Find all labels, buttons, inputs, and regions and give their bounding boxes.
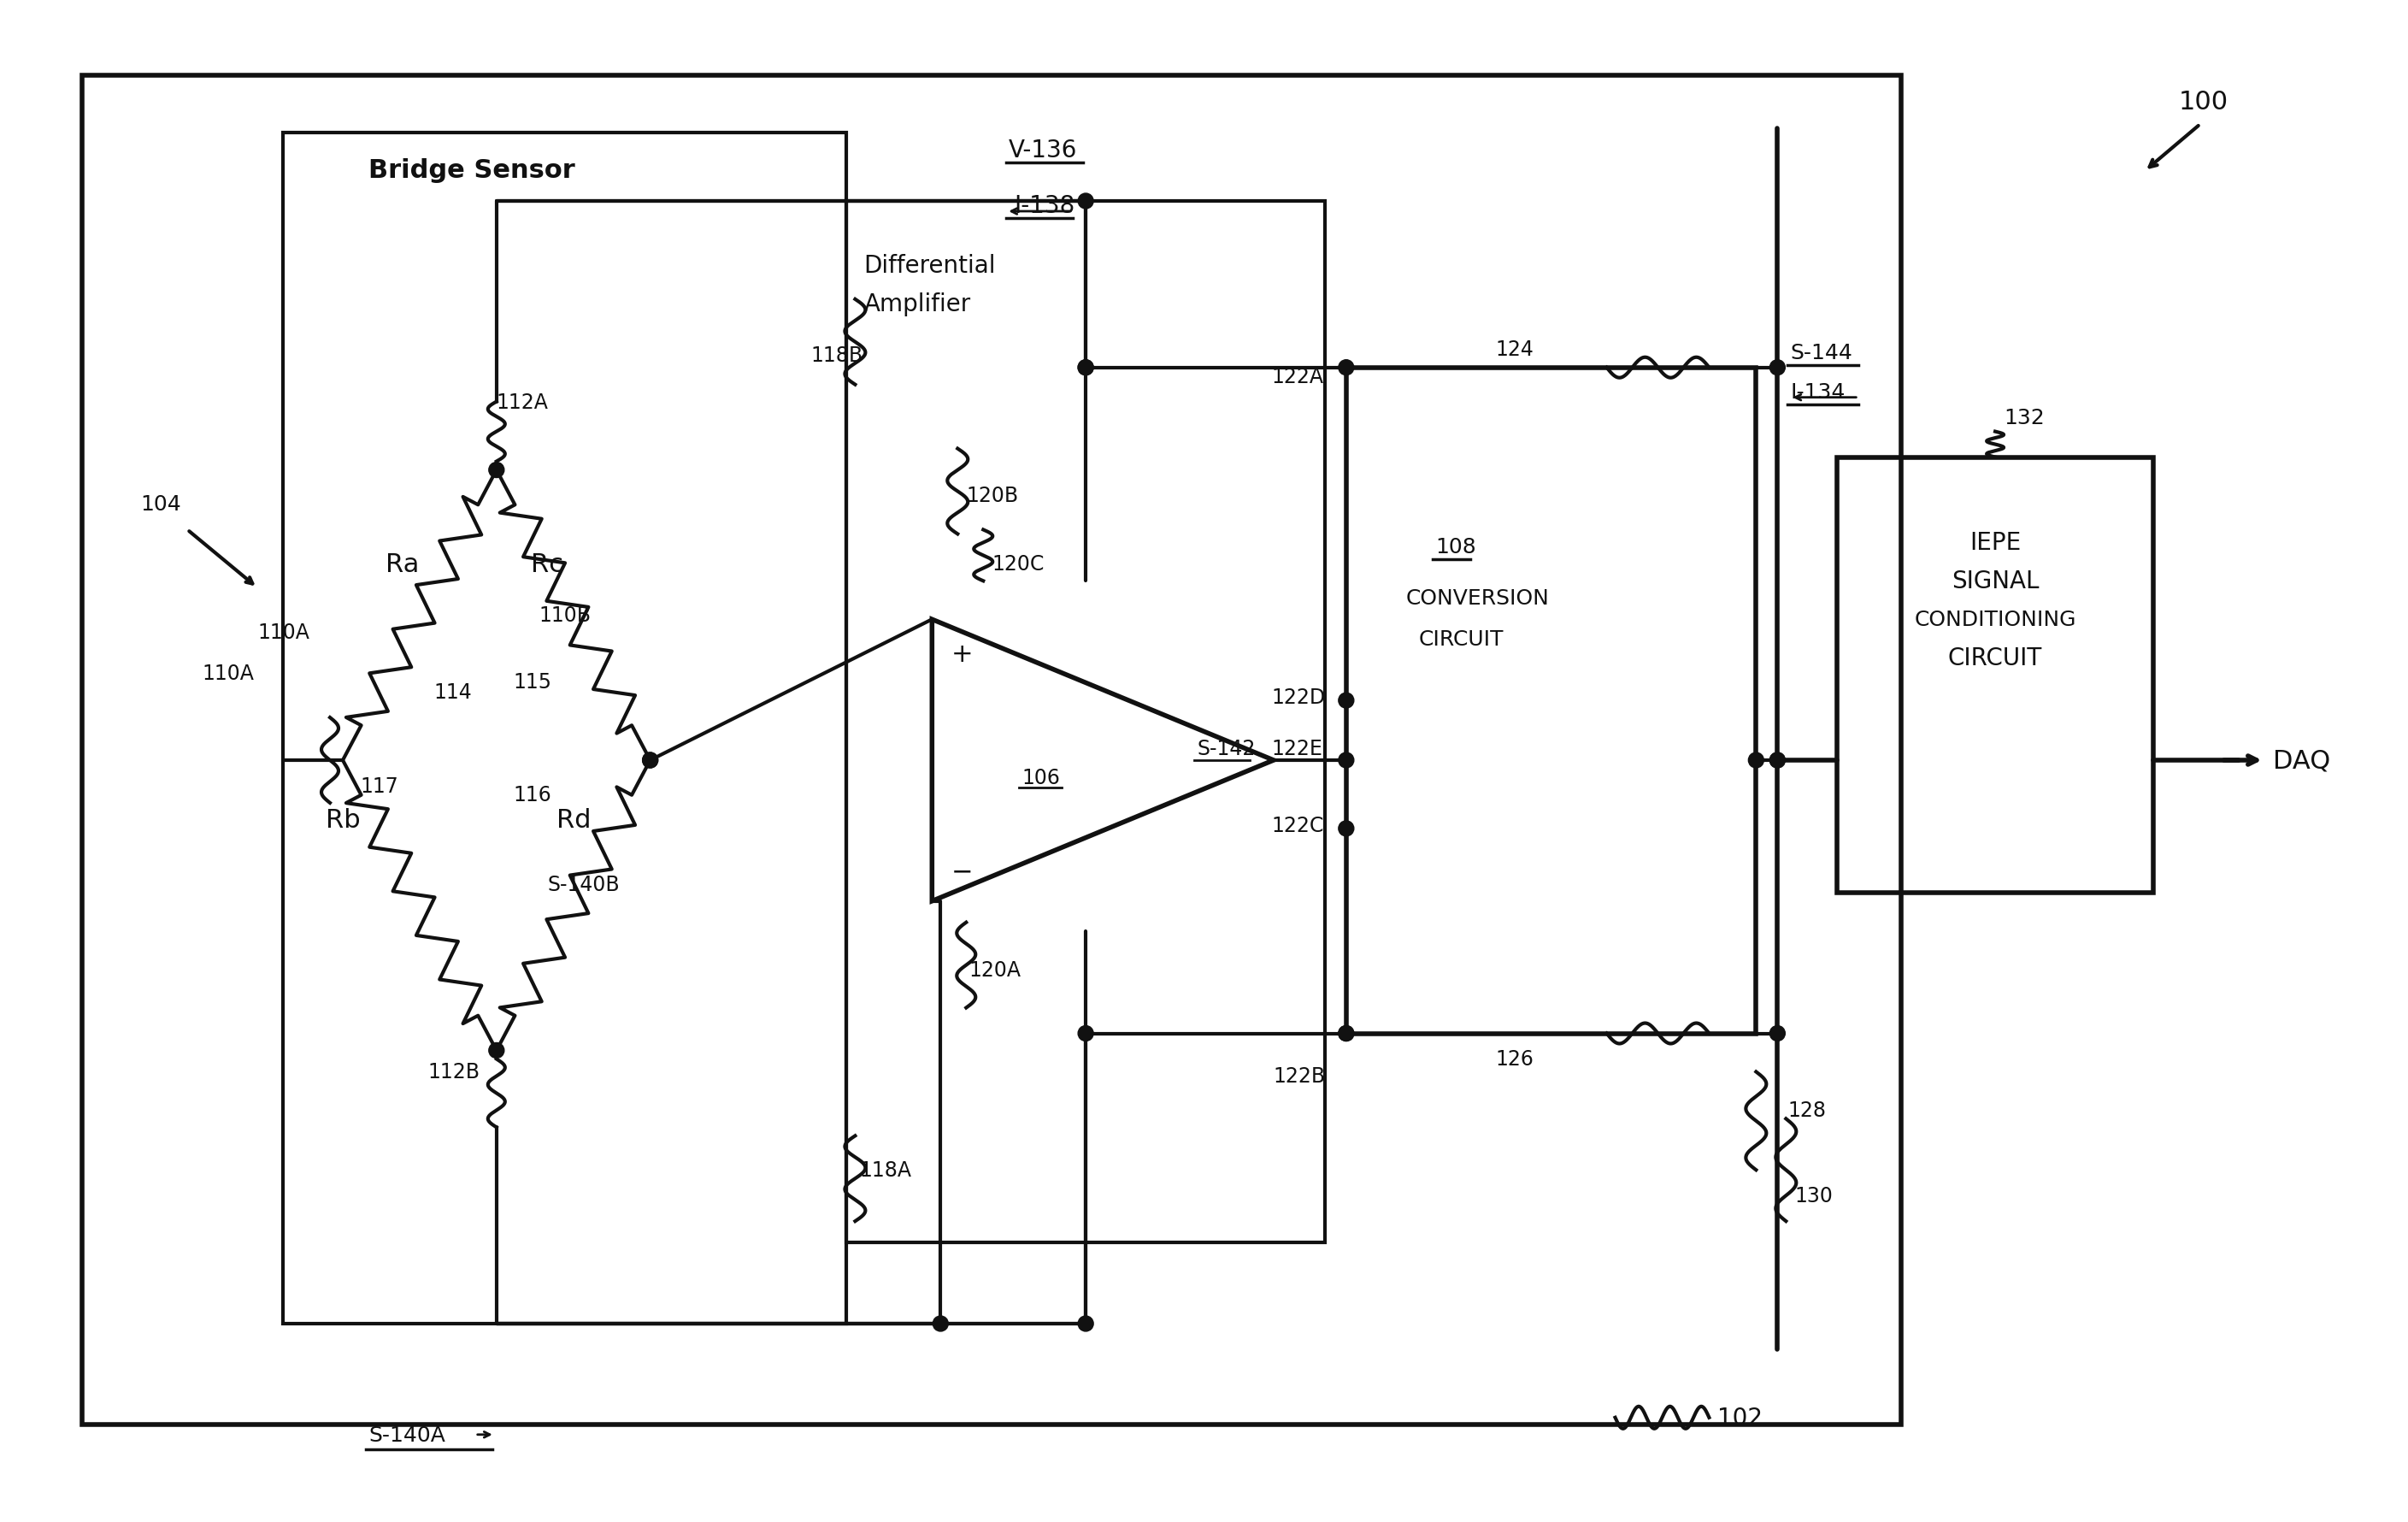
Text: SIGNAL: SIGNAL bbox=[1950, 569, 2040, 594]
Text: I-138: I-138 bbox=[1014, 193, 1074, 218]
Bar bbox=[1346, 368, 1755, 1033]
Circle shape bbox=[1339, 753, 1353, 769]
Text: 118A: 118A bbox=[860, 1160, 913, 1181]
Circle shape bbox=[1770, 753, 1784, 769]
Text: 122E: 122E bbox=[1271, 738, 1322, 759]
Text: V-136: V-136 bbox=[1009, 139, 1076, 163]
Circle shape bbox=[1339, 361, 1353, 376]
Text: Rc: Rc bbox=[530, 552, 563, 577]
Circle shape bbox=[1339, 693, 1353, 709]
Text: Rd: Rd bbox=[556, 808, 590, 833]
Circle shape bbox=[1339, 1026, 1353, 1041]
Text: I-134: I-134 bbox=[1789, 382, 1845, 402]
Text: 104: 104 bbox=[140, 495, 181, 514]
Circle shape bbox=[1079, 361, 1093, 376]
Circle shape bbox=[1079, 193, 1093, 210]
Bar bbox=[848, 202, 1324, 1242]
Text: 102: 102 bbox=[1717, 1406, 1763, 1429]
Text: 122A: 122A bbox=[1271, 367, 1324, 387]
Circle shape bbox=[643, 753, 657, 769]
Text: 122C: 122C bbox=[1271, 816, 1324, 836]
Text: 117: 117 bbox=[359, 776, 397, 796]
Circle shape bbox=[1770, 1026, 1784, 1041]
Text: DAQ: DAQ bbox=[2273, 749, 2331, 773]
Text: CIRCUIT: CIRCUIT bbox=[1418, 629, 1505, 650]
Text: 106: 106 bbox=[1021, 767, 1060, 788]
Text: 122B: 122B bbox=[1274, 1065, 1327, 1087]
Text: 116: 116 bbox=[513, 784, 551, 805]
Circle shape bbox=[1748, 753, 1763, 769]
Text: 132: 132 bbox=[2003, 408, 2044, 428]
Circle shape bbox=[1770, 361, 1784, 376]
Circle shape bbox=[1770, 753, 1784, 769]
Text: −: − bbox=[951, 858, 973, 884]
Text: 120A: 120A bbox=[968, 959, 1021, 980]
Bar bbox=[1837, 458, 2153, 893]
Text: IEPE: IEPE bbox=[1970, 531, 2020, 556]
Text: +: + bbox=[951, 642, 973, 667]
Text: 118B: 118B bbox=[811, 345, 862, 365]
Text: 112A: 112A bbox=[496, 393, 549, 412]
Circle shape bbox=[1079, 361, 1093, 376]
Text: 124: 124 bbox=[1495, 339, 1534, 359]
Text: Differential: Differential bbox=[864, 254, 997, 277]
Text: Bridge Sensor: Bridge Sensor bbox=[368, 158, 576, 183]
Circle shape bbox=[1339, 1026, 1353, 1041]
Text: 108: 108 bbox=[1435, 537, 1476, 557]
Circle shape bbox=[1079, 1317, 1093, 1332]
Text: 122D: 122D bbox=[1271, 686, 1327, 708]
Text: 115: 115 bbox=[513, 671, 551, 693]
Text: S-142: S-142 bbox=[1197, 738, 1255, 759]
Circle shape bbox=[932, 1317, 949, 1332]
Bar bbox=[284, 134, 848, 1324]
Text: 110A: 110A bbox=[258, 622, 308, 642]
Text: 126: 126 bbox=[1495, 1049, 1534, 1070]
Bar bbox=[82, 76, 1902, 1425]
Text: 120C: 120C bbox=[992, 554, 1045, 575]
Text: 128: 128 bbox=[1787, 1100, 1825, 1120]
Text: S-140A: S-140A bbox=[368, 1425, 445, 1444]
Text: CONVERSION: CONVERSION bbox=[1406, 587, 1548, 609]
Text: 114: 114 bbox=[433, 682, 472, 703]
Text: 110B: 110B bbox=[539, 606, 592, 626]
Text: Amplifier: Amplifier bbox=[864, 292, 970, 317]
Text: CONDITIONING: CONDITIONING bbox=[1914, 609, 2076, 630]
Text: S-140B: S-140B bbox=[547, 874, 621, 895]
Circle shape bbox=[1339, 822, 1353, 837]
Circle shape bbox=[489, 463, 503, 478]
Text: 110A: 110A bbox=[202, 664, 253, 683]
Text: 120B: 120B bbox=[966, 486, 1019, 507]
Text: 130: 130 bbox=[1794, 1186, 1832, 1205]
Text: 112B: 112B bbox=[429, 1062, 479, 1082]
Circle shape bbox=[1079, 1026, 1093, 1041]
Text: Rb: Rb bbox=[325, 808, 361, 833]
Circle shape bbox=[489, 1043, 503, 1058]
Text: Ra: Ra bbox=[385, 552, 419, 577]
Circle shape bbox=[643, 753, 657, 769]
Text: 100: 100 bbox=[2179, 90, 2227, 114]
Text: S-144: S-144 bbox=[1789, 342, 1852, 362]
Text: CIRCUIT: CIRCUIT bbox=[1948, 647, 2042, 670]
